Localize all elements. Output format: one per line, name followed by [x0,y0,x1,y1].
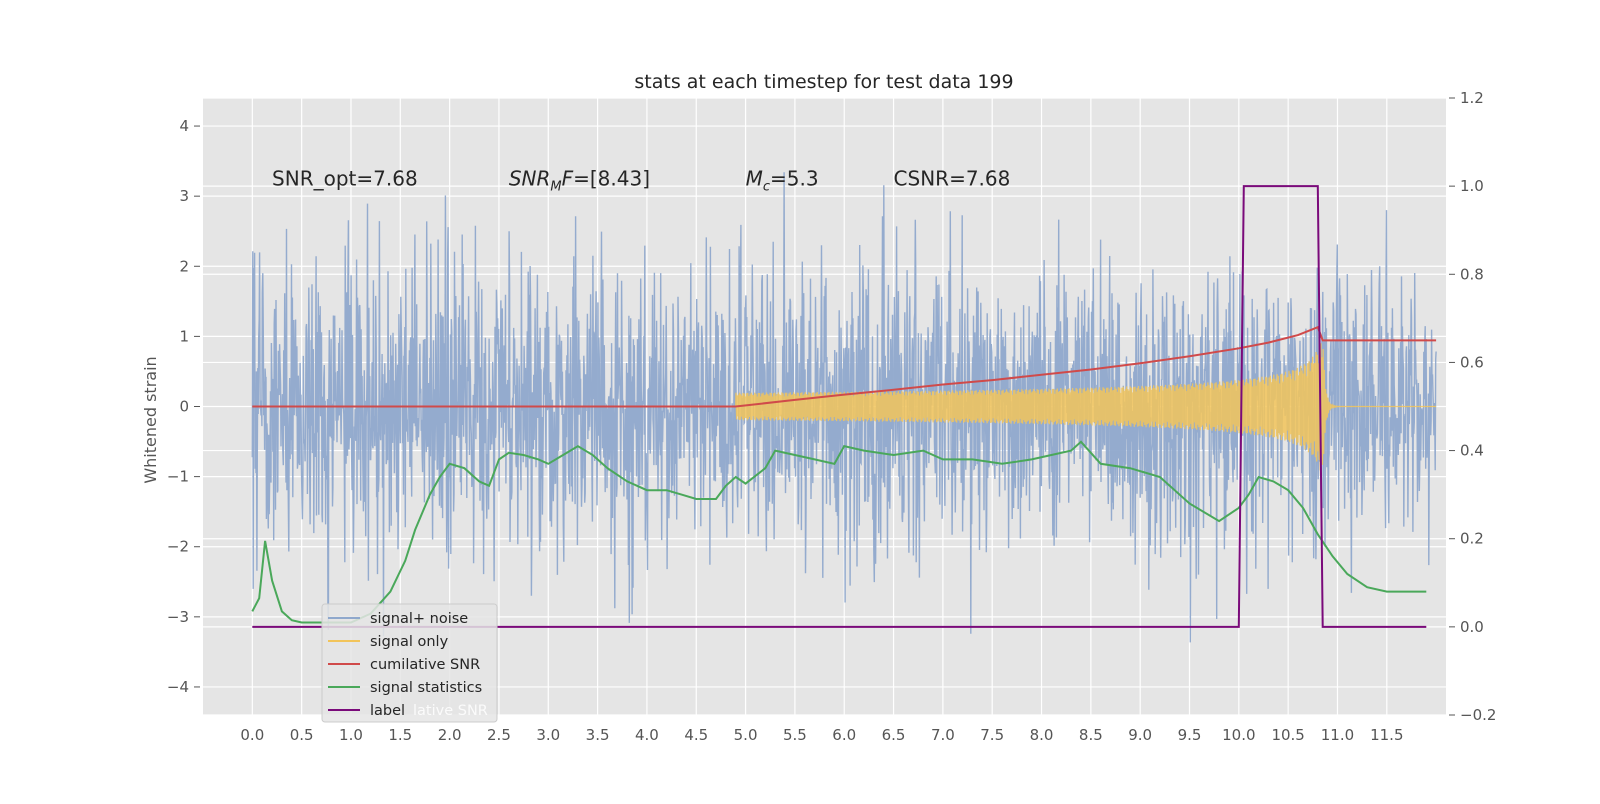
x-tick-label: 4.5 [684,726,708,744]
annotation-snr-opt: SNR_opt=7.68 [272,167,418,191]
y-tick-label: −1 [167,468,189,486]
y2-tick-label: 0.0 [1460,618,1484,636]
legend-label: signal statistics [370,680,482,696]
annotation-value: [8.43] [590,167,650,191]
axes: 0.0 0.5 1.0 1.5 2.0 2.5 3.0 3.5 4.0 4.5 5.0 5.5 6.0 6… [167,89,1497,744]
x-tick-label: 9.5 [1178,726,1202,744]
annotation-snr-mf: SNRMF=[8.43] [509,167,650,195]
x-tick-label: 2.0 [438,726,462,744]
x-tick-label: 5.0 [734,726,758,744]
x-tick-label: 3.5 [586,726,610,744]
series-label-line [252,185,1427,628]
annotation-value: =5.3 [770,167,819,191]
y-axis-label: Whitened strain [141,356,160,483]
x-tick-label: 7.5 [980,726,1004,744]
annotation-prefix: SNR [509,167,551,191]
legend-box [321,603,498,723]
x-tick-label: 5.5 [783,726,807,744]
y2-tick-label: 0.4 [1460,442,1484,460]
x-tick-label: 6.5 [882,726,906,744]
x-tick-label: 11.0 [1321,726,1354,744]
y2-tick-label: 0.8 [1460,265,1484,283]
annotations: SNR_opt=7.68 SNRMF=[8.43] Mc=5.3 CSNR=7.68 [272,167,1010,195]
y-tick-label: −3 [167,608,189,626]
annotation-mc: Mc=5.3 [746,167,819,195]
series-lines [251,185,1437,628]
y2-tick-label: −0.2 [1460,706,1496,724]
x-tick-label: 0.0 [240,726,264,744]
y2-tick-label: 1.2 [1460,89,1484,107]
y2-tick-label: 0.2 [1460,530,1484,548]
y-tick-label: −4 [167,678,189,696]
x-tick-label: 2.5 [487,726,511,744]
y2-tick-label: 1.0 [1460,177,1484,195]
legend: signal+ noise signal only cumilative SNR si… [321,603,498,723]
annotation-csnr: CSNR=7.68 [894,167,1011,191]
series-cumilative-snr-line [252,325,1437,408]
annotation-subscript: c [763,180,770,195]
x-tick-label: 0.5 [290,726,314,744]
y-tick-label: 3 [179,187,189,205]
legend-label: signal only [370,634,449,650]
chart-title: stats at each timestep for test data 199 [634,71,1013,93]
y-tick-label: 4 [179,117,189,135]
x-tick-label: 7.0 [931,726,955,744]
x-tick-label: 6.0 [832,726,856,744]
legend-label: signal+ noise [370,611,468,627]
legend-label: cumilative SNR [370,657,480,673]
x-tick-label: 10.0 [1222,726,1255,744]
x-tick-label: 1.0 [339,726,363,744]
y-tick-label: −2 [167,538,189,556]
y-tick-label: 1 [179,327,189,345]
x-tick-label: 10.5 [1271,726,1304,744]
annotation-prefix: M [746,167,763,191]
y2-tick-label: 0.6 [1460,353,1484,371]
x-tick-label: 4.0 [635,726,659,744]
legend-ghost-text: lative SNR [413,703,488,719]
legend-label: label [370,703,405,719]
x-tick-label: 3.0 [536,726,560,744]
x-tick-label: 8.5 [1079,726,1103,744]
x-tick-label: 8.0 [1030,726,1054,744]
x-tick-label: 11.5 [1370,726,1403,744]
y-tick-label: 2 [179,257,189,275]
y-tick-label: 0 [179,398,189,416]
annotation-subscript: M [550,180,561,195]
x-tick-label: 1.5 [388,726,412,744]
annotation-suffix: F= [562,167,590,191]
x-tick-label: 9.0 [1128,726,1152,744]
